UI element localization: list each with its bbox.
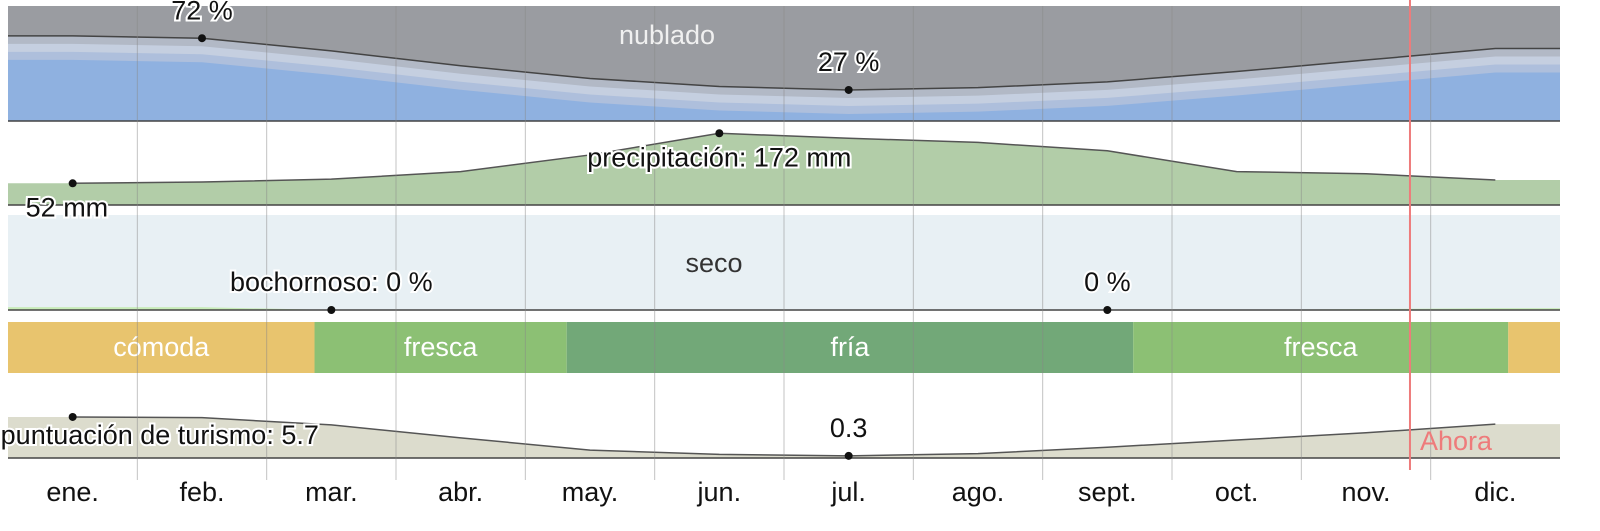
value-label: 0.3 [830,413,868,443]
temp-band [1508,322,1560,373]
month-label: jul. [830,477,866,507]
value-label: bochornoso: 0 % [230,267,433,297]
value-label: 27 % [818,47,880,77]
value-label: 72 % [171,0,233,25]
temp-band-label: cómoda [113,332,210,362]
value-label: precipitación: 172 mm [587,142,851,172]
month-label: feb. [179,477,224,507]
clouds-label: nublado [619,20,715,50]
value-dot [327,306,336,314]
value-dot [68,412,77,421]
temp-band [314,322,567,373]
month-label: ene. [46,477,99,507]
month-label: mar. [305,477,358,507]
now-label: Ahora [1420,426,1493,456]
month-label: oct. [1215,477,1259,507]
month-label: may. [562,477,619,507]
temp-band [1133,322,1509,373]
value-dot [844,85,853,94]
temp-band-label: fresca [1284,332,1359,362]
temp-band-label: fresca [404,332,479,362]
value-dot [198,34,206,43]
month-label: abr. [438,477,483,507]
month-label: dic. [1474,477,1516,507]
value-dot [1103,306,1112,314]
temp-band-label: fría [830,332,870,362]
month-label: sept. [1078,477,1137,507]
value-dot [715,129,724,138]
value-label: puntuación de turismo: 5.7 [1,420,319,450]
value-dot [844,451,853,460]
value-label: 0 % [1084,267,1131,297]
month-label: nov. [1341,477,1390,507]
temp-band [8,322,315,373]
temp-band [566,322,1134,373]
month-label: jun. [697,477,742,507]
month-label: ago. [952,477,1005,507]
value-label: 52 mm [26,192,109,222]
value-dot [68,179,77,188]
humidity-label: seco [685,248,742,278]
